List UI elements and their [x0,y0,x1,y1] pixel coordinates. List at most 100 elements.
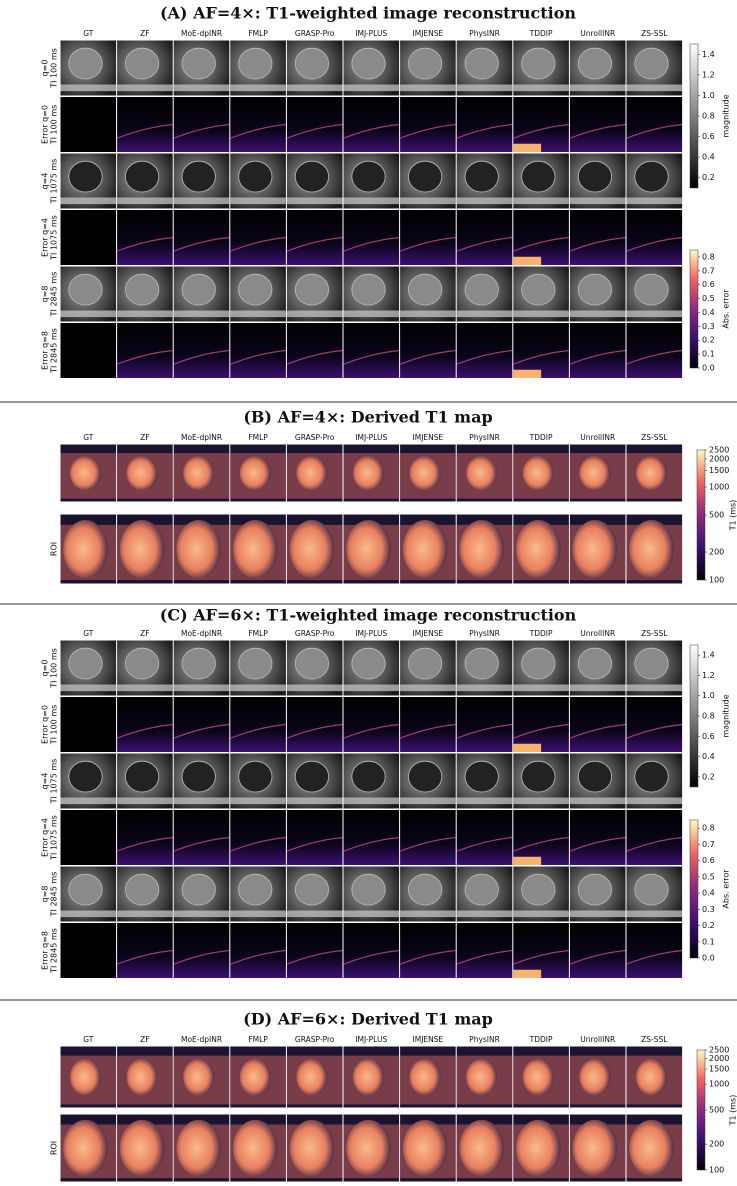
image [60,210,117,265]
image-cell [569,323,626,378]
panel-title: (B) AF=4×: Derived T1 map [243,408,492,427]
image-cell [286,266,343,322]
error-streak [456,236,513,252]
error-streak [513,236,569,252]
error-streak [286,949,343,965]
column-header: TDDIP [529,1035,553,1044]
heart [125,647,160,680]
image-cell [173,1046,230,1108]
chest-wall [286,797,343,805]
heart [126,455,158,491]
error-streak [116,723,173,739]
colorbar [696,449,706,581]
colorbar-tick-label: 2500 [709,1046,729,1055]
row-label: TI 100 ms [50,648,59,689]
chest-wall [513,797,569,805]
image-cell [60,810,117,865]
image-cell [230,210,286,265]
image-cell [60,1046,117,1108]
chest-wall [60,197,117,205]
heart [629,1119,674,1177]
image-cell [400,640,456,696]
error-streak [513,836,569,852]
colorbar-tick-label: 500 [709,511,724,520]
colorbar-tick-label: 1.4 [702,50,715,59]
column-header: ZF [140,1035,149,1044]
image-cell [343,753,400,809]
image-cell [626,323,683,378]
heart [233,520,278,578]
column-header: TDDIP [529,629,553,638]
heart [572,1119,618,1177]
heart [68,160,103,193]
error-streak [116,949,173,965]
image-cell [230,866,286,922]
heart [516,1119,561,1177]
error-streak [343,836,400,852]
colorbar [689,43,699,189]
image-cell [456,514,513,584]
colorbar-tick-label: 0.6 [702,280,715,289]
image-cell [117,444,173,502]
image-cell [626,444,683,502]
image [173,697,230,752]
image-cell [456,697,513,752]
image-cell [60,753,117,809]
image-cell [569,444,626,502]
image-cell [456,40,513,96]
colorbar-tick-label: 100 [709,576,724,585]
image-cell [456,444,513,502]
image-cell [343,640,400,696]
heart [69,1058,102,1096]
chest-wall [569,310,626,318]
image-cell [513,323,569,378]
image-cell [230,697,286,752]
error-streak [173,949,230,965]
error-streak [626,349,683,365]
image-cell [456,323,513,378]
image-cell [400,866,456,922]
image-cell [513,697,569,752]
error-streak [513,949,569,965]
heart [296,455,328,491]
image-cell [399,210,456,265]
chest-wall [173,684,230,692]
image [173,210,230,265]
colorbar-tick-label: 0.4 [702,889,715,898]
image-cell [60,266,117,322]
colorbar-tick-label: 0.4 [702,752,715,761]
image-cell [569,923,626,978]
image-cell [400,40,456,96]
heart [294,273,330,306]
colorbar-tick-label: 0.5 [702,294,715,303]
image [400,697,456,752]
heart [352,455,385,491]
image [626,210,683,265]
error-streak [399,949,456,965]
image-cell [230,640,286,696]
heart [459,1119,504,1177]
chest-wall [60,684,117,692]
image [60,97,117,152]
image [569,97,626,152]
image-cell [569,640,626,696]
heart [402,520,448,578]
heart [577,647,612,680]
image [173,923,230,978]
image-cell [230,444,286,502]
image [343,97,400,152]
chest-wall [456,84,513,92]
error-streak [116,836,173,852]
image [343,697,400,752]
image-cell [60,640,117,696]
panel-title: (A) AF=4×: T1-weighted image reconstruct… [160,4,576,23]
heart [68,873,103,906]
image-cell [117,40,173,96]
column-header: PhysINR [469,433,500,442]
heart [522,455,554,491]
image-cell [286,753,343,809]
image [286,810,343,865]
heart [577,47,612,80]
column-header: IMJ-PLUS [355,29,387,38]
column-header: GRASP-Pro [295,629,335,638]
